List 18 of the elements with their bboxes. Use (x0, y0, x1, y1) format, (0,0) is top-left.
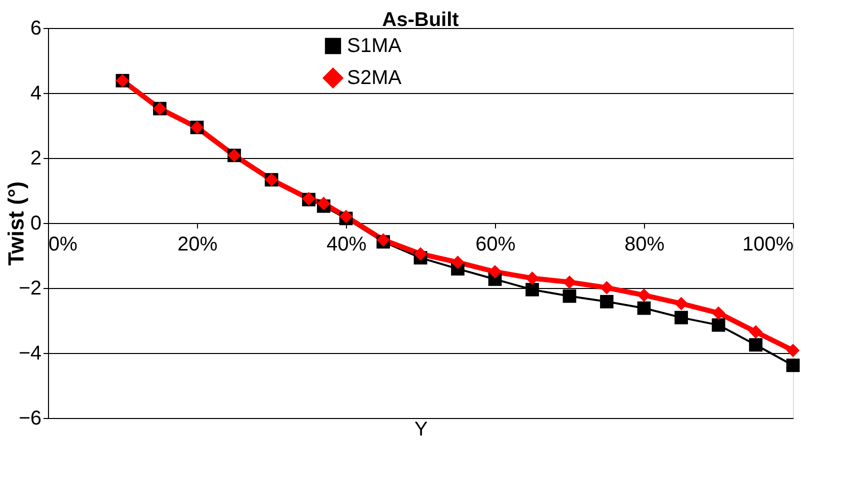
y-tick-label: 2 (30, 148, 42, 170)
x-axis-title: Y (414, 418, 428, 440)
x-tick-label: 60% (475, 234, 516, 256)
y-tick-label: −6 (18, 408, 42, 430)
x-tick-label: 100% (742, 234, 794, 256)
x-tick-label: 40% (326, 234, 367, 256)
y-tick-label: −2 (18, 278, 42, 300)
legend-label: S1MA (347, 35, 402, 57)
x-tick-label: 80% (624, 234, 665, 256)
y-tick-label: 0 (30, 212, 42, 234)
y-tick-label: 4 (30, 82, 42, 104)
y-tick-label: −4 (18, 342, 42, 364)
x-tick-label: 0% (48, 234, 78, 256)
x-tick-label: 20% (177, 234, 218, 256)
y-tick-label: 6 (30, 18, 42, 40)
legend-label: S2MA (347, 67, 402, 89)
chart-title: As-Built (382, 9, 460, 31)
y-axis-title: Twist (°) (4, 181, 29, 266)
